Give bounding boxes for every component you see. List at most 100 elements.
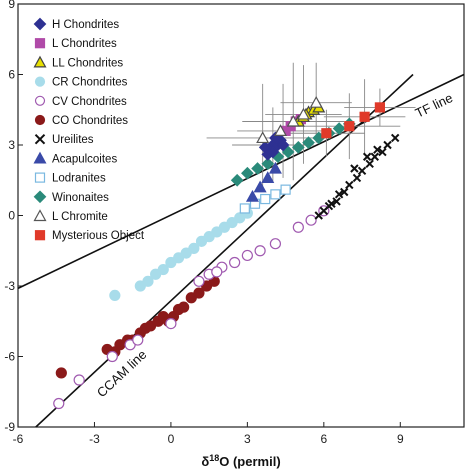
point-winonaites-0 — [230, 173, 244, 187]
x-tick-label-3: 3 — [244, 432, 251, 446]
y-tick-label-0: -9 — [4, 420, 15, 434]
x-axis-title: δ18O (permil) — [201, 453, 280, 469]
y-tick-label-4: 3 — [8, 138, 15, 152]
x-tick-label-2: 0 — [168, 432, 175, 446]
point-acapulcoites-1 — [253, 180, 267, 193]
point-ureilites-15 — [373, 145, 382, 154]
legend-label-l-chondrites: L Chondrites — [52, 38, 117, 50]
x-tick-label-4: 6 — [320, 432, 327, 446]
point-cv-chondrites-0 — [53, 397, 65, 410]
x-tick-label-1: -3 — [89, 432, 100, 446]
point-ureilites-14 — [362, 152, 372, 161]
legend-label-ll-chondrites: LL Chondrites — [52, 57, 123, 69]
point-cr-chondrites-1 — [142, 275, 154, 287]
legend-marker-co-chondrites — [34, 114, 46, 126]
point-ureilites-4 — [340, 187, 349, 197]
x-tick-label-0: -6 — [13, 432, 24, 446]
point-cv-chondrites-10 — [241, 249, 253, 262]
legend-label-ureilites: Ureilites — [52, 134, 94, 146]
point-co-chondrites-16 — [193, 287, 205, 299]
point-cv-chondrites-2 — [106, 350, 118, 363]
point-acapulcoites-0 — [245, 189, 259, 202]
legend: H Chondrites L Chondrites LL Chondrites CR … — [33, 17, 145, 242]
legend-label-winonaites: Winonaites — [52, 192, 109, 204]
legend-label-acapulcoites: Acapulcoites — [52, 153, 117, 165]
legend-marker-h-chondrites — [33, 17, 47, 31]
point-h-chondrites-6 — [266, 145, 280, 159]
point-ureilites-11 — [383, 140, 392, 150]
point-winonaites-10 — [332, 122, 346, 135]
point-cr-chondrites-7 — [188, 242, 200, 254]
legend-label-l-chromite: L Chromite — [52, 211, 108, 223]
point-ureilites-3 — [332, 197, 341, 206]
point-cv-chondrites-16 — [211, 266, 223, 278]
point-ureilites-13 — [350, 164, 359, 173]
point-cr-chondrites-3 — [157, 263, 169, 276]
legend-label-co-chondrites: CO Chondrites — [52, 115, 128, 127]
point-cv-chondrites-1 — [73, 374, 85, 386]
point-ureilites-5 — [345, 180, 354, 190]
legend-marker-l-chromite — [33, 209, 47, 222]
point-lodranites-3 — [270, 189, 281, 200]
legend-label-cv-chondrites: CV Chondrites — [52, 96, 127, 108]
point-mysterious-object-1 — [359, 111, 370, 122]
legend-marker-ll-chondrites — [33, 55, 47, 68]
legend-marker-mysterious-object — [34, 230, 46, 241]
point-ureilites-12 — [390, 133, 400, 143]
y-tick-label-2: -3 — [4, 279, 15, 293]
point-co-chondrites-14 — [178, 301, 190, 313]
point-mysterious-object-2 — [374, 102, 385, 113]
legend-marker-ureilites — [34, 133, 46, 145]
point-ureilites-8 — [365, 159, 374, 169]
point-winonaites-3 — [261, 157, 275, 171]
point-winonaites-1 — [241, 166, 254, 180]
point-cv-chondrites-12 — [269, 238, 282, 250]
point-l-chromite-0 — [256, 131, 270, 144]
legend-label-cr-chondrites: CR Chondrites — [52, 77, 128, 89]
legend-marker-winonaites — [33, 190, 47, 204]
point-l-chromite-1 — [273, 124, 288, 136]
point-mysterious-object-3 — [321, 128, 332, 139]
point-mysterious-object-0 — [344, 121, 355, 132]
point-l-chromite-3 — [296, 107, 310, 120]
y-tick-label-6: 9 — [8, 0, 15, 11]
legend-marker-cv-chondrites — [34, 95, 46, 106]
point-lodranites-2 — [260, 193, 271, 205]
point-h-chondrites-7 — [258, 141, 272, 154]
point-winonaites-6 — [291, 141, 305, 154]
legend-marker-lodranites — [34, 172, 46, 183]
point-cv-chondrites-11 — [254, 245, 266, 257]
point-h-chondrites-8 — [276, 138, 290, 152]
point-ureilites-7 — [357, 166, 367, 176]
point-l-chromite-4 — [309, 95, 323, 108]
point-cv-chondrites-6 — [193, 275, 205, 287]
legend-marker-cr-chondrites — [34, 76, 46, 87]
point-ureilites-10 — [378, 147, 387, 157]
y-tick-label-3: 0 — [8, 209, 15, 223]
legend-marker-l-chondrites — [34, 38, 46, 49]
y-tick-label-5: 6 — [8, 68, 15, 82]
point-acapulcoites-3 — [268, 161, 282, 174]
point-cv-chondrites-9 — [229, 256, 241, 269]
point-cv-chondrites-14 — [305, 214, 317, 226]
point-winonaites-2 — [251, 162, 264, 175]
point-winonaites-5 — [281, 145, 295, 159]
point-ureilites-17 — [327, 199, 336, 208]
legend-marker-acapulcoites — [33, 151, 47, 164]
legend-label-h-chondrites: H Chondrites — [52, 19, 119, 31]
point-acapulcoites-2 — [261, 171, 275, 183]
point-ureilites-6 — [352, 173, 362, 183]
point-co-chondrites-0 — [55, 367, 67, 379]
legend-label-lodranites: Lodranites — [52, 173, 106, 185]
point-cv-chondrites-13 — [292, 221, 304, 233]
point-lodranites-4 — [280, 184, 291, 195]
y-tick-label-1: -6 — [4, 350, 15, 364]
point-cr-chondrites-15 — [109, 289, 121, 301]
legend-label-mysterious-object: Mysterious Object — [52, 230, 145, 242]
x-tick-label-5: 9 — [397, 432, 404, 446]
point-winonaites-7 — [302, 136, 315, 149]
data-points — [53, 95, 400, 410]
point-cv-chondrites-5 — [165, 318, 177, 330]
